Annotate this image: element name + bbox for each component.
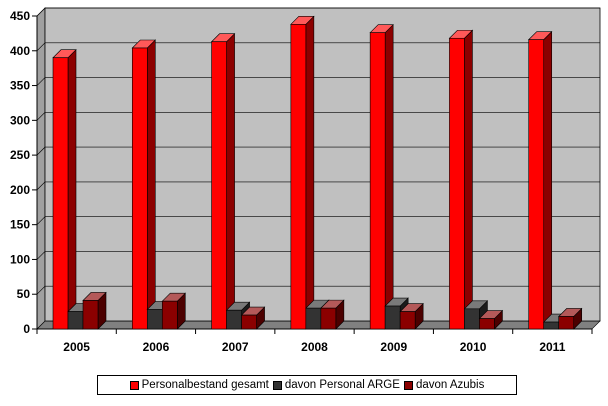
x-tick-label: 2011 [539,340,565,354]
bar-2-2011 [557,307,583,330]
bar-0-2008 [290,15,315,330]
x-tick-label: 2005 [63,340,90,354]
bar-2-2010 [478,309,504,330]
bar-2-2006 [161,292,187,330]
legend-label-0: Personalbestand gesamt [141,379,269,391]
gridline [36,42,600,51]
bar-2-2008 [320,299,345,330]
y-tick-label: 400 [10,44,30,58]
x-tick-label: 2010 [460,340,487,354]
bar-0-2005 [52,49,77,330]
x-tick-label: 2008 [301,340,328,354]
bar-2-2009 [399,302,424,330]
gridline [36,251,600,260]
legend-label-1: davon Personal ARGE [284,379,400,391]
x-tick-label: 2007 [222,340,249,354]
legend-swatch-2 [403,380,413,390]
y-tick-label: 350 [10,79,30,93]
y-tick-label: 450 [10,9,30,23]
plot-side-wall [36,7,46,330]
legend-swatch-1 [272,380,282,390]
gridline [36,181,600,191]
y-tick-label: 50 [17,287,31,301]
legend: Personalbestand gesamt davon Personal AR… [97,375,517,395]
legend-item-2: davon Azubis [403,379,485,391]
gridline [36,285,600,295]
y-tick-label: 100 [10,252,30,266]
x-tick-label: 2006 [143,340,170,354]
y-tick-label: 250 [10,148,30,162]
bar-2-2007 [240,306,266,330]
bar-0-2006 [131,39,157,330]
bar-0-2011 [527,30,553,330]
gridline [36,216,600,225]
plot-back-wall [44,7,601,322]
gridline [36,7,600,17]
gridline [36,77,600,86]
legend-item-0: Personalbestand gesamt [129,379,269,391]
gridline [36,112,600,121]
bar-0-2010 [448,29,474,330]
bar-2-2005 [82,291,107,330]
legend-label-2: davon Azubis [415,379,485,391]
y-tick-label: 200 [10,183,30,197]
y-tick-label: 300 [10,113,30,127]
y-tick-label: 150 [10,218,30,232]
legend-swatch-0 [129,380,139,390]
bar-0-2009 [369,23,394,330]
x-tick-label: 2009 [380,340,407,354]
y-tick-label: 0 [23,322,30,336]
legend-item-1: davon Personal ARGE [272,379,400,391]
bar-0-2007 [210,33,236,330]
gridline [36,146,600,156]
